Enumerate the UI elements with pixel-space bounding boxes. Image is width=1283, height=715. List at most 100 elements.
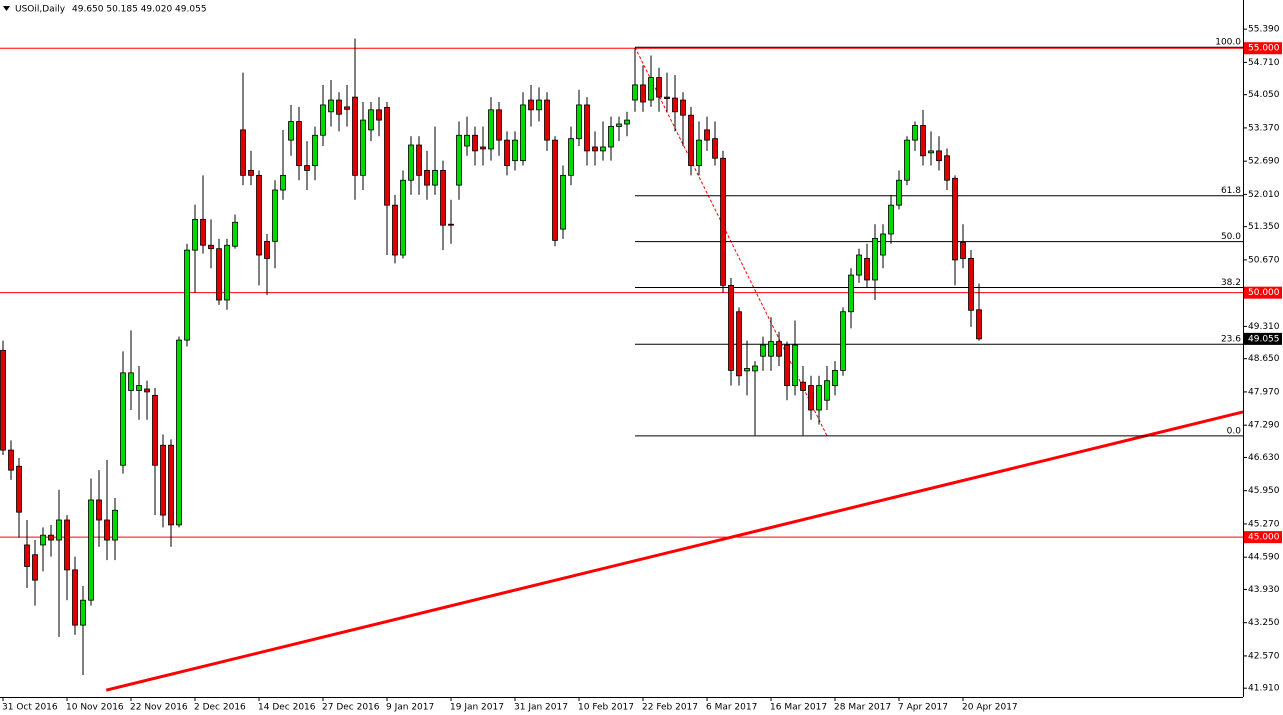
candle-body <box>416 144 422 176</box>
current-price-label: 49.055 <box>1248 334 1280 344</box>
y-tick-label: 43.250 <box>1248 618 1280 628</box>
y-tick-label: 43.930 <box>1248 585 1280 595</box>
candle-body <box>72 569 78 626</box>
y-tick-label: 54.050 <box>1248 90 1280 100</box>
price-box-label: 50.000 <box>1248 288 1280 298</box>
x-tick-label: 10 Nov 2016 <box>66 703 124 713</box>
candle-body <box>832 370 838 386</box>
candle-body <box>856 254 862 276</box>
candle-body <box>680 99 686 116</box>
candle-body <box>568 138 574 176</box>
fib-label: 50.0 <box>1221 232 1241 242</box>
candle-body <box>616 123 622 127</box>
price-box-label: 45.000 <box>1248 533 1280 543</box>
current-price-box <box>1244 332 1282 345</box>
candle-body <box>504 139 510 166</box>
fib-label: 0.0 <box>1227 426 1242 436</box>
candle-body <box>96 499 102 521</box>
candle-body <box>56 519 62 541</box>
candle-body <box>512 139 518 162</box>
candle-body <box>536 99 542 111</box>
candle-body <box>432 170 438 186</box>
candle-body <box>712 138 718 159</box>
candle-body <box>32 554 38 581</box>
candle-body <box>704 129 710 141</box>
x-tick-label: 31 Oct 2016 <box>2 703 58 713</box>
candle-body <box>896 179 902 206</box>
candle-body <box>656 77 662 98</box>
candle-body <box>648 77 654 101</box>
candle-body <box>104 519 110 541</box>
candle-body <box>360 119 366 176</box>
candle-body <box>880 233 886 256</box>
fib-label: 38.2 <box>1221 278 1241 288</box>
candle-body <box>40 534 46 546</box>
fib-label: 61.8 <box>1221 186 1241 196</box>
candle-body <box>392 204 398 256</box>
candle-body <box>184 249 190 341</box>
candle-body <box>320 104 326 136</box>
candle-body <box>448 223 454 226</box>
chart-title: USOil,Daily <box>15 5 66 15</box>
candle-body <box>768 341 774 357</box>
y-tick-label: 47.970 <box>1248 387 1280 397</box>
candle-body <box>720 157 726 286</box>
candle-body <box>336 99 342 115</box>
price-box <box>1244 531 1282 544</box>
candle-body <box>472 134 478 152</box>
candle-body <box>344 106 350 110</box>
candle-body <box>864 258 870 281</box>
candle-body <box>672 97 678 113</box>
candle-body <box>936 150 942 162</box>
candle-body <box>528 99 534 111</box>
y-tick-label: 46.630 <box>1248 453 1280 463</box>
candle-body <box>408 144 414 181</box>
x-tick-label: 6 Mar 2017 <box>706 703 757 713</box>
candle-body <box>176 339 182 526</box>
candle-body <box>784 344 790 386</box>
x-tick-label: 22 Nov 2016 <box>130 703 188 713</box>
candle-body <box>200 218 206 246</box>
candle-body <box>664 96 670 99</box>
candle-body <box>88 499 94 601</box>
price-box-label: 55.000 <box>1248 44 1280 54</box>
candle-body <box>728 284 734 371</box>
candle-body <box>752 365 758 372</box>
y-tick-label: 53.370 <box>1248 123 1280 133</box>
y-tick-label: 42.570 <box>1248 651 1280 661</box>
candle-body <box>168 444 174 526</box>
candle-body <box>928 150 934 154</box>
x-tick-label: 2 Dec 2016 <box>194 703 246 713</box>
candle-body <box>456 134 462 186</box>
candle-body <box>120 372 126 466</box>
candle-body <box>216 248 222 301</box>
candle-body <box>304 165 310 171</box>
candle-body <box>920 125 926 157</box>
candle-body <box>248 170 254 176</box>
x-tick-label: 27 Dec 2016 <box>322 703 380 713</box>
x-tick-label: 20 Apr 2017 <box>962 703 1018 713</box>
candle-body <box>288 121 294 141</box>
candle-body <box>48 534 54 541</box>
candle-body <box>208 244 214 250</box>
candle-body <box>296 121 302 166</box>
candle-body <box>840 311 846 371</box>
candle-body <box>696 139 702 166</box>
candle-body <box>440 170 446 226</box>
candle-body <box>112 509 118 541</box>
candle-body <box>400 179 406 256</box>
candle-body <box>232 221 238 247</box>
x-tick-label: 19 Jan 2017 <box>450 703 504 713</box>
candle-body <box>520 104 526 162</box>
candle-body <box>224 244 230 301</box>
x-tick-label: 14 Dec 2016 <box>258 703 316 713</box>
candle-body <box>960 241 966 259</box>
y-tick-label: 41.910 <box>1248 684 1280 694</box>
candle-body <box>8 449 14 471</box>
quote: 49.650 50.185 49.020 49.055 <box>72 5 207 15</box>
candle-body <box>496 109 502 141</box>
candle-body <box>584 104 590 152</box>
candle-body <box>952 177 958 261</box>
y-tick-label: 55.390 <box>1248 25 1280 35</box>
